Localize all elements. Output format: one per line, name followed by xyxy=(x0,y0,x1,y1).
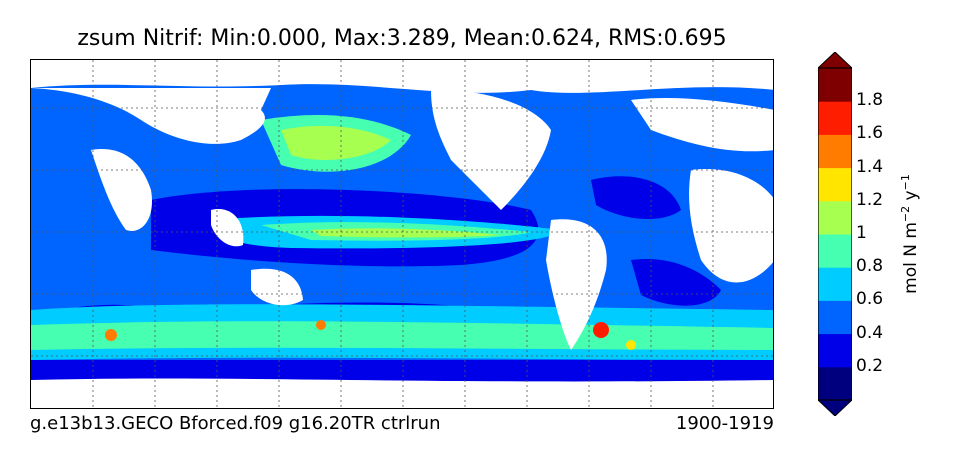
subpolar-pacific-core xyxy=(281,125,391,160)
colorbar-segment xyxy=(818,366,852,401)
arctic-land xyxy=(31,60,773,93)
map-plot-area xyxy=(30,59,774,409)
southern-ocean-core xyxy=(31,321,773,350)
run-name-label: g.e13b13.GECO Bforced.f09 g16.20TR ctrlr… xyxy=(30,413,441,434)
colorbar-segment xyxy=(818,134,852,169)
colorbar-label: mol N m−2 y−1 xyxy=(899,174,921,294)
colorbar-tick-label: 0.6 xyxy=(856,289,884,310)
colorbar-segment xyxy=(818,300,852,335)
hotspot xyxy=(593,322,609,338)
colorbar-segment xyxy=(818,167,852,202)
maritime-land xyxy=(211,209,244,247)
colorbar-tick-label: 0.4 xyxy=(856,322,884,343)
antarctica-land xyxy=(31,378,773,408)
map-title: zsum Nitrif: Min:0.000, Max:3.289, Mean:… xyxy=(77,26,727,51)
colorbar-tick-label: 1.2 xyxy=(856,189,884,210)
africa-land xyxy=(91,149,152,231)
north-atlantic-gyre xyxy=(591,176,681,220)
colorbar-frame xyxy=(818,67,852,401)
south-atlantic-gyre xyxy=(631,259,721,306)
australia-land xyxy=(251,268,303,306)
hotspot xyxy=(316,320,326,330)
global-ocean-map xyxy=(31,60,773,408)
years-label: 1900-1919 xyxy=(675,413,774,434)
colorbar-segment xyxy=(818,267,852,301)
colorbar xyxy=(818,52,852,416)
africa-east-land xyxy=(689,169,773,283)
hotspot xyxy=(105,329,117,341)
colorbar-segment xyxy=(818,200,852,235)
equatorial-peak xyxy=(311,228,501,238)
colorbar-tick-label: 0.8 xyxy=(856,256,884,277)
hotspot xyxy=(626,340,636,350)
europe-land xyxy=(631,98,773,152)
colorbar-segment xyxy=(818,234,852,268)
south-america-land xyxy=(546,219,607,350)
colorbar-tick-label: 0.2 xyxy=(856,355,884,376)
colorbar-segment xyxy=(818,101,852,135)
eurasia-land xyxy=(31,88,271,144)
colorbar-tick-label: 1.4 xyxy=(856,156,884,177)
north-america-land xyxy=(431,89,551,210)
colorbar-tick-label: 1 xyxy=(856,223,867,243)
colorbar-segment xyxy=(818,333,852,368)
colorbar-min-arrow xyxy=(818,399,852,416)
colorbar-segment xyxy=(818,68,852,102)
map-gridlines xyxy=(31,60,773,408)
colorbar-max-arrow xyxy=(818,52,852,69)
colorbar-tick-label: 1.8 xyxy=(856,90,884,111)
colorbar-tick-label: 1.6 xyxy=(856,123,884,144)
